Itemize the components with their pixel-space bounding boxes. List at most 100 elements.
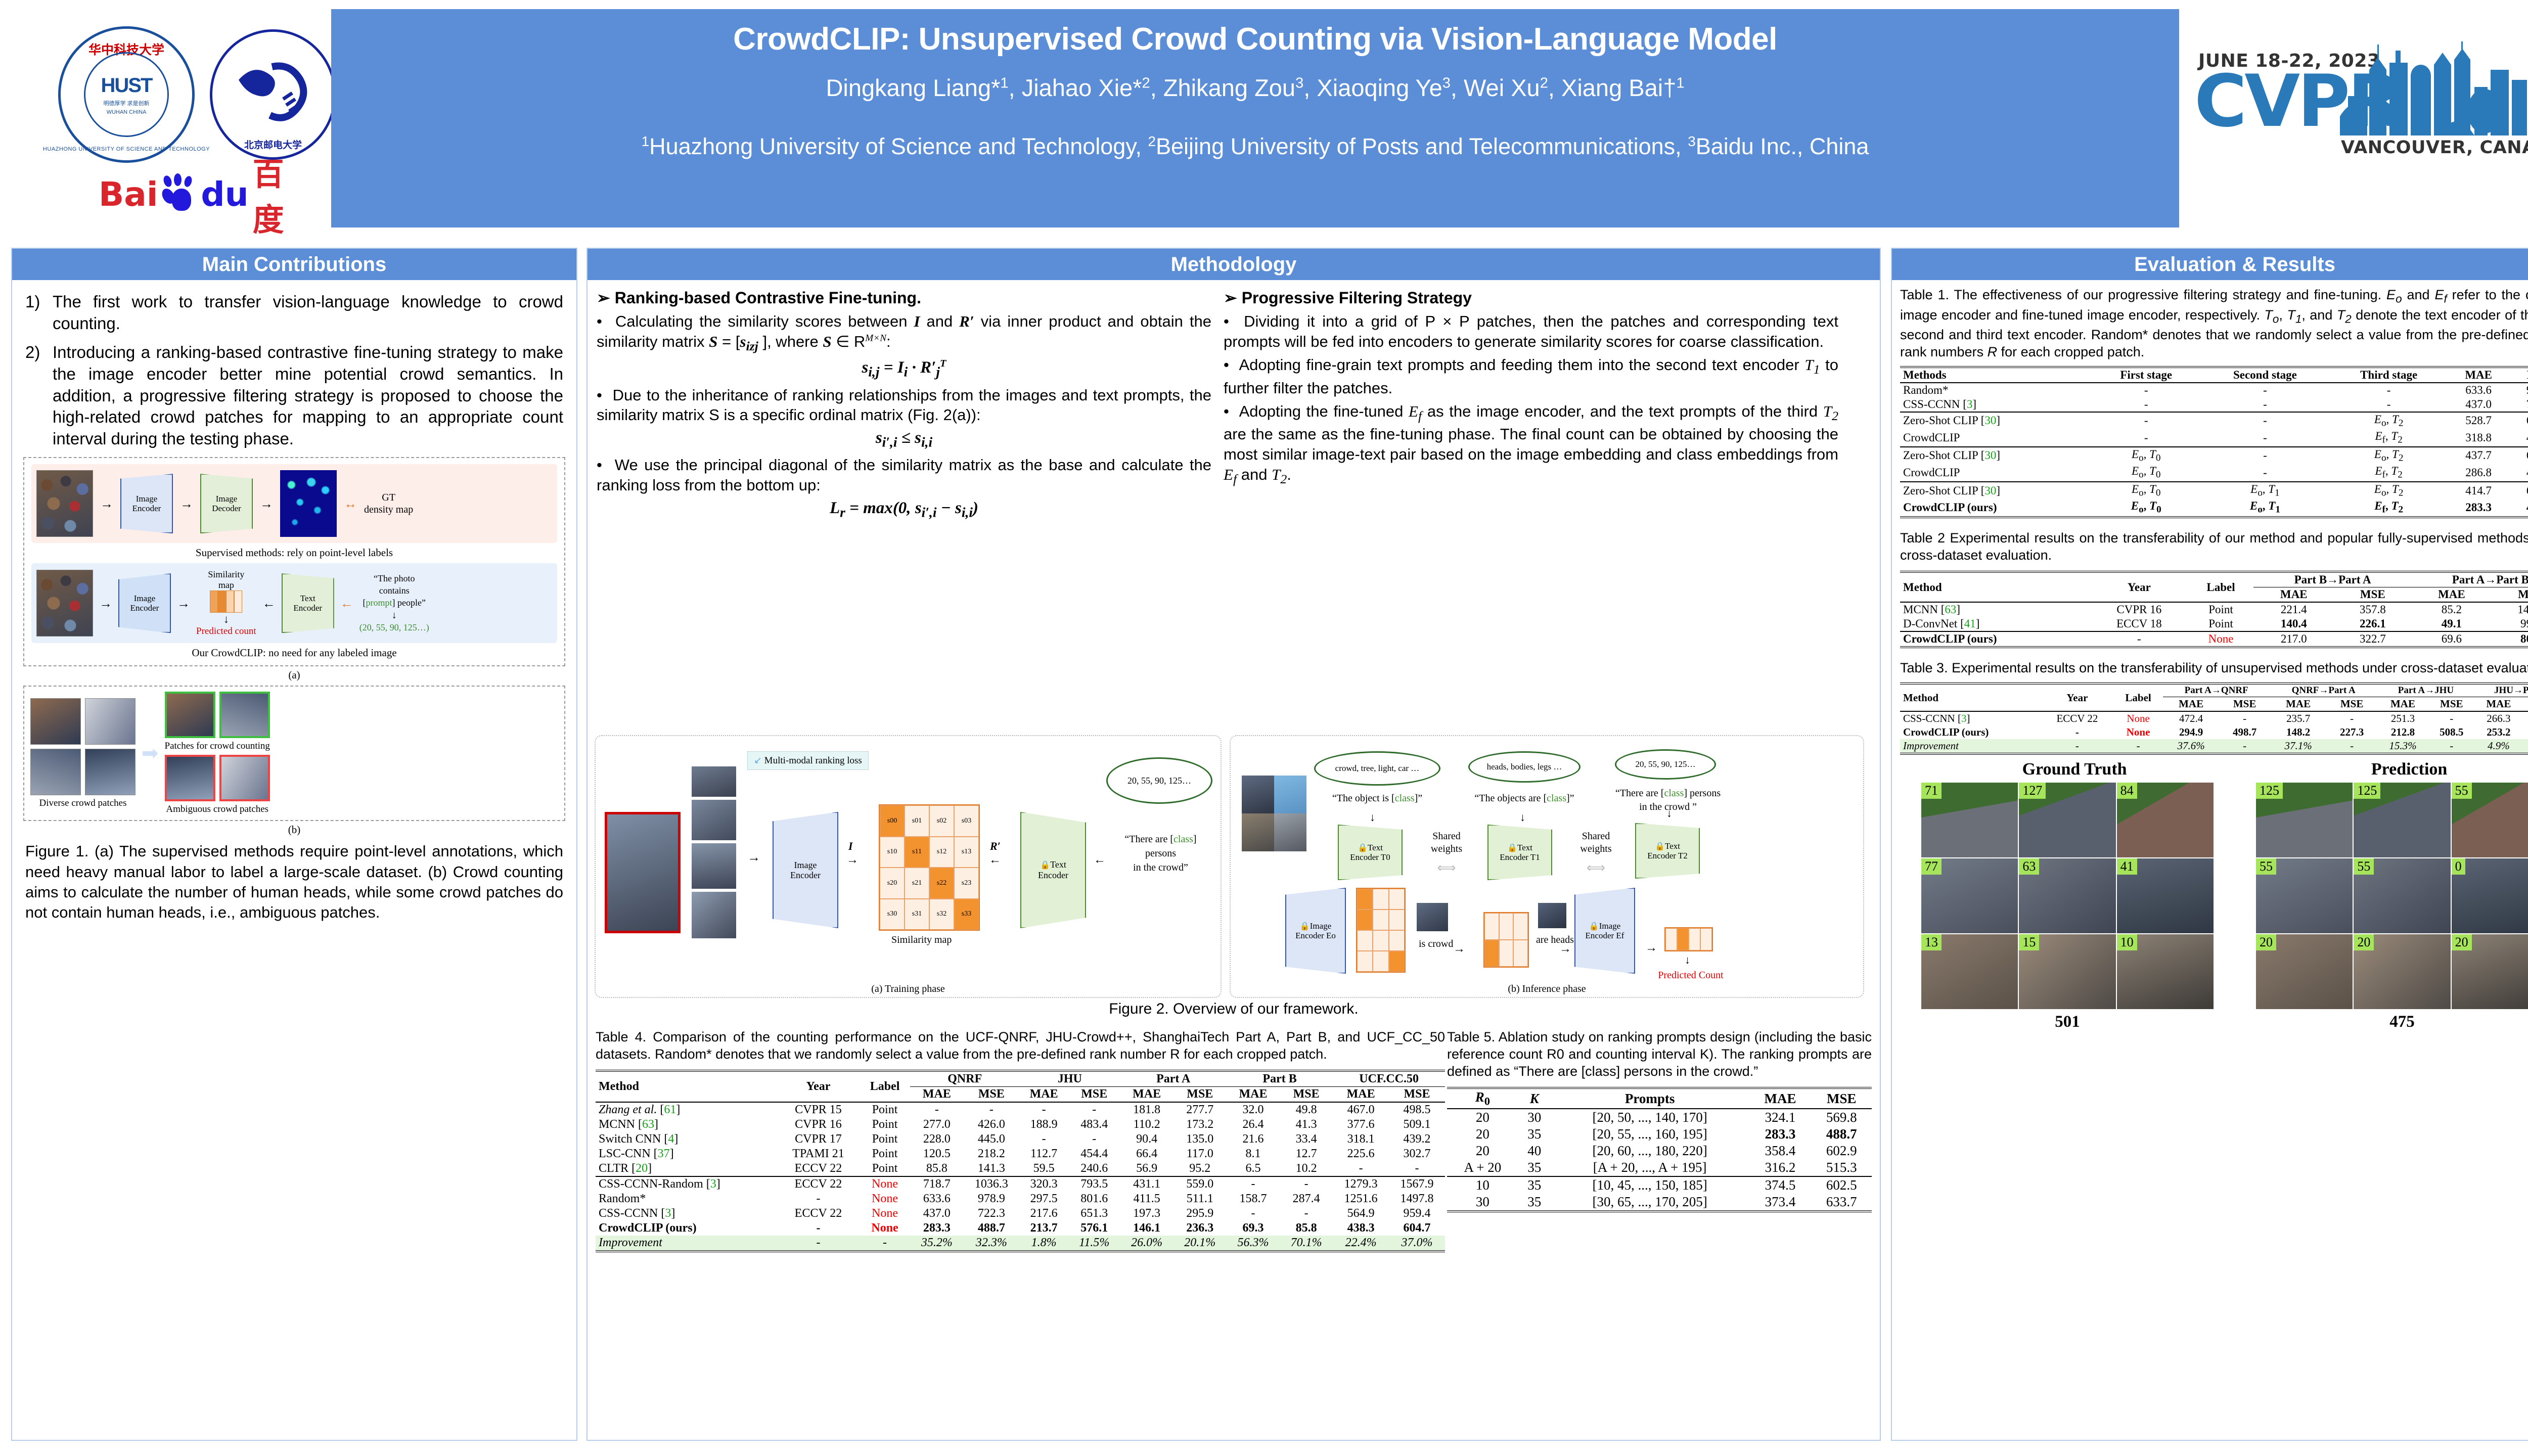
similarity-map-label: Similarity map <box>891 934 952 945</box>
counting-patches-caption: Patches for crowd counting <box>164 741 270 752</box>
contribution-number: 2) <box>25 342 40 361</box>
arrow-down-icon: ↓ <box>1370 811 1375 824</box>
list-item: 1) The first work to transfer vision-lan… <box>25 291 563 335</box>
prediction-grid: 125 125 55 55 55 0 20 20 20 <box>2255 782 2528 1010</box>
arrow-down-icon: ↓ <box>1685 953 1690 966</box>
figure-2b-sublabel: (b) Inference phase <box>1508 983 1586 994</box>
count-badge: 41 <box>2116 858 2137 875</box>
qualitative-patch: 63 <box>2018 858 2116 934</box>
text-encoder-1-label: Text Encoder T1 <box>1500 842 1540 862</box>
table-row: A + 20 35 [A + 20, ..., A + 195] 316.2 515.3 <box>1464 1160 1857 1175</box>
middle-section-heading: Methodology <box>588 249 1880 280</box>
contribution-text: Introducing a ranking-based contrastive … <box>53 342 563 448</box>
filtered-patch <box>1417 903 1448 931</box>
author-1: Dingkang Liang* <box>826 74 1001 101</box>
prompt-text-2: “The objects are [class]” <box>1474 793 1574 804</box>
arrow-icon: ← <box>1094 853 1106 867</box>
author-2-sup: 2 <box>1142 75 1150 92</box>
diverse-patches-group: Diverse crowd patches <box>30 698 136 809</box>
author-3-sup: 3 <box>1295 75 1304 92</box>
similarity-map-label: Similarity map <box>208 569 245 590</box>
score-cell <box>1357 889 1373 909</box>
arrow-down-icon: ↓ <box>1520 811 1525 824</box>
figure-2: ↙ Multi-modal ranking loss → Image Encod… <box>595 735 1874 1018</box>
score-cell <box>1357 930 1373 951</box>
gt-density-label: GT density map <box>364 492 414 516</box>
arrow-icon: → <box>100 495 113 511</box>
arrow-icon: → <box>180 495 193 511</box>
diverse-patches-caption: Diverse crowd patches <box>39 797 127 808</box>
qualitative-patch: 125 <box>2255 782 2354 858</box>
image-encoder-o-label: Image Encoder Eo <box>1295 921 1336 941</box>
cropped-patch <box>692 843 736 889</box>
cvpr-logo: JUNE 18-22, 2023 CVPR <box>2189 15 2528 217</box>
count-badge: 13 <box>1921 934 1942 951</box>
qualitative-patch: 55 <box>2255 858 2354 934</box>
crowd-patch <box>30 698 81 745</box>
table-4-caption: Table 4. Comparison of the counting perf… <box>596 1029 1445 1062</box>
list-item: 2) Introducing a ranking-based contrasti… <box>25 342 563 450</box>
count-badge: 125 <box>2354 783 2381 799</box>
cvpr-date: JUNE 18-22, 2023 <box>2198 51 2380 71</box>
figure-2b-inference: crowd, tree, light, car … heads, bodies,… <box>1230 735 1864 998</box>
score-cell <box>1689 928 1700 950</box>
similarity-bar <box>210 590 243 613</box>
table-1-header: MSE <box>2509 368 2528 383</box>
ranking-loss-label: Multi-modal ranking loss <box>764 755 862 766</box>
cvpr-city: VANCOUVER, CANADA <box>2341 138 2528 158</box>
progressive-filtering-heading: ➢ Progressive Filtering Strategy <box>1224 288 1838 307</box>
score-cell <box>1513 940 1528 967</box>
table-5-header: Prompts <box>1624 1090 1675 1106</box>
qualitative-patch: 0 <box>2451 858 2528 934</box>
equation-3: Lr = max(0, si′,i − si,i) <box>829 498 979 520</box>
arrow-icon: ← <box>340 595 353 611</box>
table-row: 20 40 [20, 60, ..., 180, 220] 358.4 602.9 <box>1475 1143 1857 1159</box>
count-badge: 15 <box>2019 934 2040 951</box>
table-row: Zhang et al. [61] CVPR 15 Point - - - -181.8 27… <box>599 1103 1431 1117</box>
image-encoder-block: Image Encoder <box>773 812 838 928</box>
filter-bullet-3: • Adopting the fine-tuned Ef as the imag… <box>1224 402 1838 487</box>
sim-cell: s22 <box>929 868 954 899</box>
I-symbol: I <box>848 840 853 852</box>
crowd-patch-ambiguous <box>219 755 270 802</box>
shared-weights-label-1: Shared weights <box>1430 831 1463 854</box>
stage1-score-grid <box>1356 888 1406 973</box>
table-5-header: R0 <box>1475 1089 1490 1108</box>
input-patch <box>1274 776 1306 813</box>
hust-motto: 明德厚学 求是创新 <box>103 100 150 107</box>
prediction-label: Prediction <box>2371 760 2448 779</box>
sim-cell: s21 <box>905 868 929 899</box>
cropped-patch <box>692 766 736 797</box>
figure-2a-sublabel: (a) Training phase <box>871 983 945 994</box>
table-row: LSC-CNN [37] TPAMI 21 Point 120.5 218.2 112.7… <box>599 1147 1431 1161</box>
image-encoder-label: Image Encoder <box>132 493 161 514</box>
rank-values: (20, 55, 90, 125…) <box>359 622 429 633</box>
image-encoder-f-block: 🔒Image Encoder Ef <box>1574 888 1635 974</box>
class-bubble-3: 20, 55, 90, 125… <box>1615 749 1716 780</box>
table-row: CSS-CCNN [3] ECCV 22 None 437.0 722.3 217.6 65… <box>599 1207 1431 1220</box>
author-6-sup: 1 <box>1676 75 1685 92</box>
class-bubble-2: heads, bodies, legs … <box>1468 751 1581 783</box>
column-methodology: Methodology ➢ Ranking-based Contrastive … <box>586 248 1881 1441</box>
cvpr-wordmark: CVPR <box>2194 60 2403 143</box>
middle-body: ➢ Ranking-based Contrastive Fine-tuning.… <box>588 280 1880 1253</box>
Ef-symbol: Ef <box>1409 402 1422 424</box>
crowd-patch-ambiguous <box>164 755 215 802</box>
filtered-patch <box>1538 903 1566 928</box>
sim-cell <box>218 590 227 613</box>
baidu-chinese-text: 百度 <box>252 157 284 238</box>
arrow-icon: ← <box>262 595 276 611</box>
count-badge: 20 <box>2354 934 2374 951</box>
ranking-loss-box: ↙ Multi-modal ranking loss <box>747 751 869 770</box>
baidu-du-text: du <box>201 174 249 214</box>
ambiguous-patches-caption: Ambiguous crowd patches <box>166 804 269 815</box>
T2-symbol-2: T2 <box>1272 465 1287 487</box>
lock-icon: 🔒 <box>1655 842 1665 851</box>
affil-2-sup: 2 <box>1148 133 1156 149</box>
sim-cell: s03 <box>954 805 979 837</box>
arrow-down-icon: ↓ <box>1666 807 1672 820</box>
